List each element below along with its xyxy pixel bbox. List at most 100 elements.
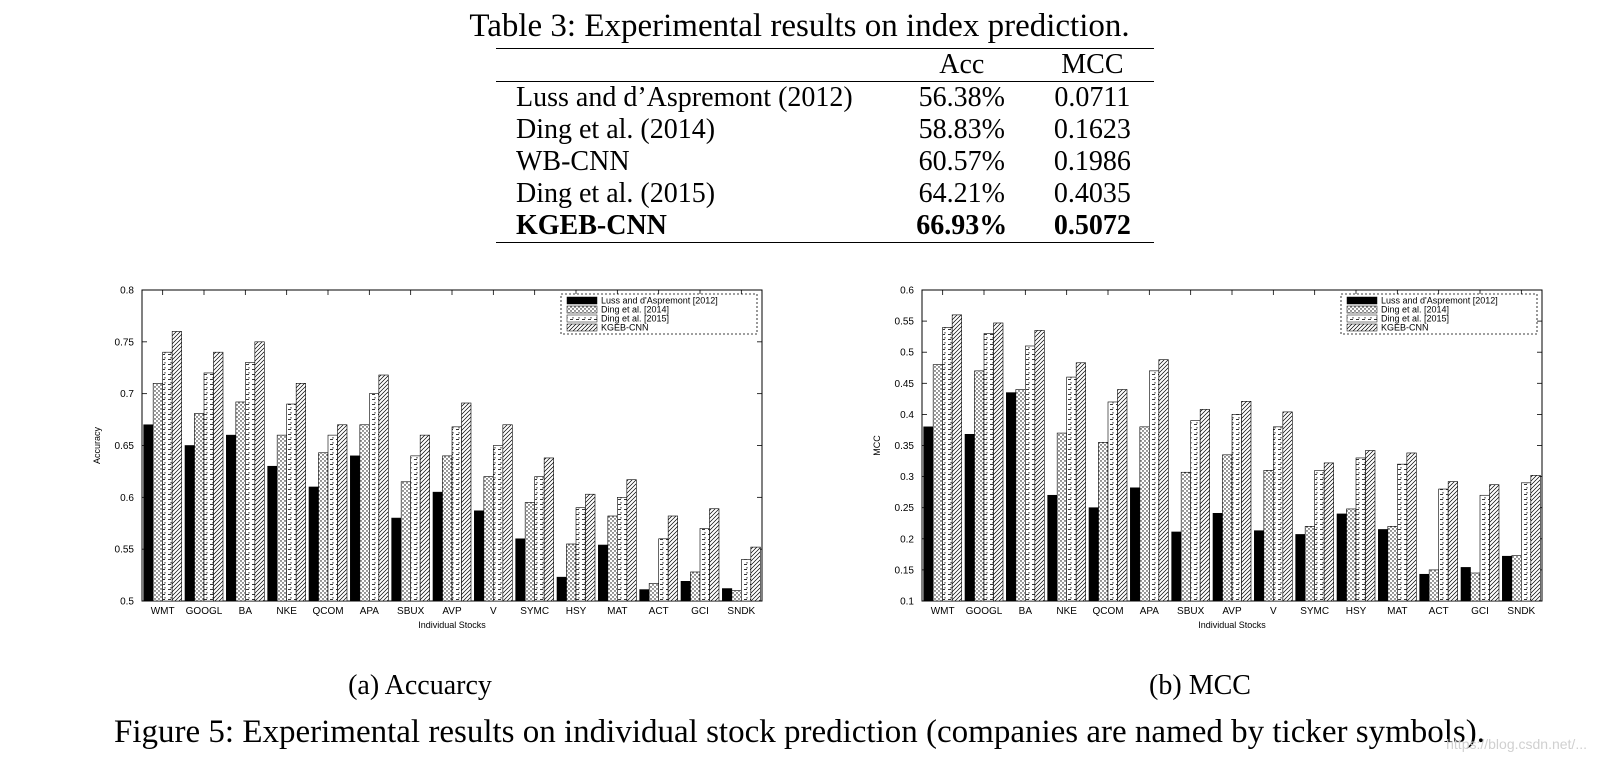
y-tick-label: 0.75 [115,337,135,348]
legend-label: Luss and d'Aspremont [2012] [601,296,718,306]
accuracy-chart: 0.5 0.55 0.6 0.65 0.7 0.75 0.8 WMT GOOGL BA NKE QCO… [90,282,880,642]
bar [1419,573,1430,602]
bar [667,515,678,602]
bar [1511,555,1522,602]
bar [276,434,287,602]
bar [942,327,953,602]
x-tick-label: GOOGL [966,606,1003,617]
accuracy-chart-svg: 0.5 0.55 0.6 0.65 0.7 0.75 0.8 WMT GOOGL BA NKE QCO… [92,286,763,630]
y-tick-label: 0.45 [895,379,915,390]
bar [410,455,421,602]
table-row-best: KGEB-CNN 66.93% 0.5072 [496,210,1154,243]
bar [566,543,577,602]
legend-swatch [1346,296,1378,305]
x-tick-label: SNDK [1507,606,1535,617]
bar [1075,362,1086,602]
bar [483,476,494,602]
bar [1222,454,1233,602]
bar [534,476,545,602]
bar [295,383,306,602]
bar [690,571,701,602]
mcc-value: 0.5072 [1053,210,1131,241]
bar [585,493,596,602]
watermark: https://blog.csdn.net/... [1446,736,1587,752]
x-tick-label: WMT [931,606,955,617]
bar [1355,457,1366,602]
bar [515,538,526,602]
bar [983,333,994,602]
x-tick-label: AVP [1222,606,1242,617]
bar [235,401,246,602]
results-table: Acc MCC Luss and d’Aspremont (2012) 56.3… [496,48,1154,243]
bar [493,445,504,602]
legend-label: Luss and d'Aspremont [2012] [1381,296,1498,306]
legend-swatch [1346,323,1378,332]
bar [932,364,943,602]
x-tick-label: AVP [442,606,462,617]
bar [461,402,472,602]
bar [709,508,720,602]
bar [1314,470,1325,602]
y-tick-label: 0.2 [900,534,914,545]
mcc-chart-svg: 0.1 0.15 0.2 0.25 0.3 0.35 0.4 0.45 0.5 0.55 0.6 WM… [872,286,1543,630]
bar [1130,487,1141,602]
bar [337,424,348,602]
x-tick-label: ACT [1429,606,1449,617]
y-tick-label: 0.3 [900,472,914,483]
x-tick-label: V [1270,606,1277,617]
bar [213,351,224,602]
bar [1428,569,1439,602]
bar [648,583,659,602]
bar [1056,432,1067,602]
bar [1447,481,1458,602]
x-tick-label: BA [1019,606,1033,617]
bar [1241,401,1252,602]
x-tick-label: GCI [1471,606,1489,617]
bar [162,351,173,602]
bar [951,314,962,602]
x-tick-label: SNDK [727,606,755,617]
bar [1346,508,1357,602]
y-tick-label: 0.4 [900,410,914,421]
bar [1034,330,1045,602]
bar [359,424,370,602]
bar [1460,567,1471,602]
method-name: Ding et al. (2015) [516,178,716,209]
acc-value: 60.57% [918,146,1005,177]
bar [1139,426,1150,602]
bar [1158,359,1169,602]
bar [143,424,154,602]
bar [1088,507,1099,602]
y-tick-label: 0.7 [120,389,134,400]
y-tick-label: 0.5 [900,348,914,359]
table-row: Ding et al. (2015) 64.21% 0.4035 [496,178,1154,210]
y-tick-label: 0.6 [120,493,134,504]
legend-label: KGEB-CNN [601,323,649,333]
table-row: Luss and d’Aspremont (2012) 56.38% 0.071… [496,82,1154,115]
bar [442,455,453,602]
mcc-value: 0.0711 [1054,82,1131,113]
x-tick-label: SYMC [1300,606,1329,617]
bar [1336,513,1347,602]
bar [267,465,278,602]
acc-value: 64.21% [918,178,1005,209]
mcc-value: 0.1623 [1053,114,1131,145]
y-axis-label: Accuracy [92,426,102,464]
x-tick-label: MAT [607,606,627,617]
bar [245,362,256,602]
bar [391,517,402,602]
bar [1149,370,1160,602]
mcc-value: 0.1986 [1053,146,1131,177]
bar [1254,530,1265,602]
x-tick-label: GCI [691,606,709,617]
x-tick-label: MAT [1387,606,1407,617]
bar [286,403,297,602]
y-tick-label: 0.35 [895,441,915,452]
bar [1199,409,1210,602]
x-tick-label: HSY [1346,606,1367,617]
table-row: Ding et al. (2014) 58.83% 0.1623 [496,114,1154,146]
bar [543,457,554,602]
bar [1212,512,1223,602]
legend-label: Ding et al. [2014] [601,305,669,315]
bar [1397,463,1408,602]
